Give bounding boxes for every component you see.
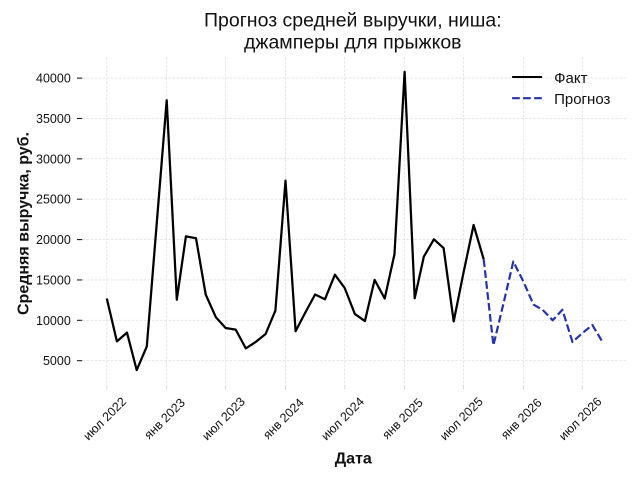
svg-text:Средняя выручка, руб.: Средняя выручка, руб. [16,132,33,315]
svg-text:30000: 30000 [36,152,71,166]
svg-text:Прогноз средней выручки, ниша:: Прогноз средней выручки, ниша: [204,10,502,32]
svg-text:15000: 15000 [36,273,71,287]
svg-text:Дата: Дата [335,450,372,467]
svg-text:25000: 25000 [36,193,71,207]
svg-text:20000: 20000 [36,233,71,247]
svg-text:5000: 5000 [43,354,71,368]
svg-text:35000: 35000 [36,112,71,126]
svg-text:джамперы для прыжков: джамперы для прыжков [244,32,462,54]
svg-text:10000: 10000 [36,314,71,328]
svg-text:40000: 40000 [36,72,71,86]
svg-text:Прогноз: Прогноз [554,91,610,108]
svg-text:Факт: Факт [554,70,587,87]
